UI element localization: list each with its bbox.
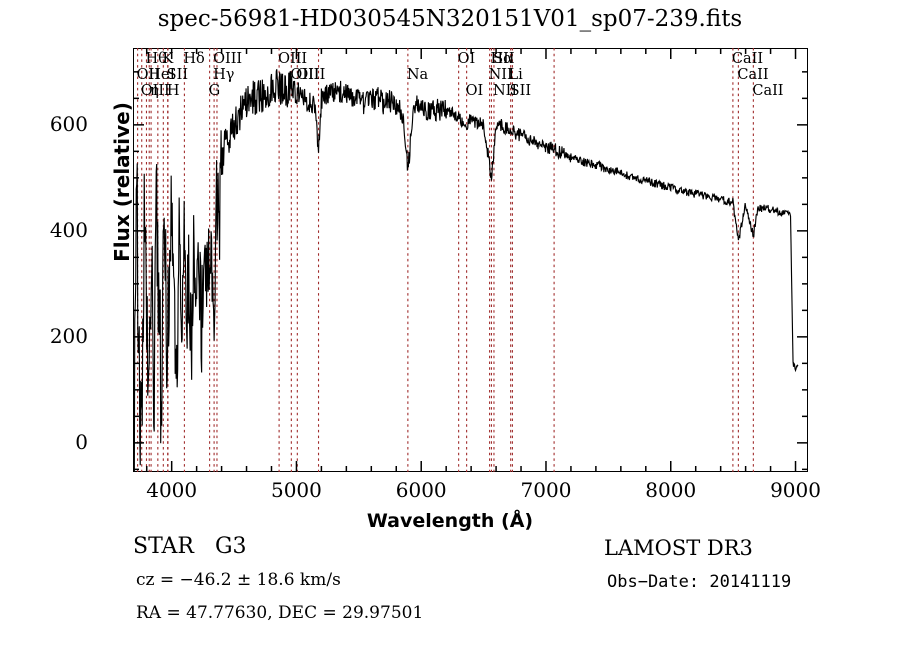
- spectral-line-label: OIII: [140, 83, 170, 99]
- plot-area: [133, 48, 808, 472]
- x-tick-label: 8000: [645, 478, 697, 502]
- object-type: STAR: [133, 534, 194, 559]
- footer-obs-date: Obs−Date: 20141119: [607, 572, 792, 592]
- spectral-class: G3: [214, 534, 247, 559]
- spectrum-curve: [133, 69, 799, 472]
- spectral-line-label: OIII: [296, 67, 326, 83]
- spectral-line-label: CaII: [752, 83, 784, 99]
- spectral-line-label: SII: [166, 67, 189, 83]
- spectral-line-label: OII: [136, 67, 160, 83]
- spectral-line-label: Li: [508, 67, 523, 83]
- spectral-line-label: NII: [488, 67, 513, 83]
- spectral-line-label: OI: [465, 83, 484, 99]
- spectral-line-label: CaII: [737, 67, 769, 83]
- spectral-line-label: CaII: [731, 51, 764, 67]
- x-tick-label: 7000: [520, 478, 572, 502]
- spectral-line-label: K: [162, 51, 174, 67]
- footer-coordinates: RA = 47.77630, DEC = 29.97501: [136, 603, 424, 623]
- spectral-line-label: NII: [492, 83, 518, 99]
- spectral-line-label: OIII: [290, 67, 320, 83]
- spectral-line-label: Hα: [490, 51, 513, 67]
- spectral-line-label: HeI: [148, 67, 176, 83]
- y-tick-label: 600: [49, 111, 88, 136]
- footer-cz: cz = −46.2 ± 18.6 km/s: [136, 570, 341, 590]
- footer-survey: LAMOST DR3: [604, 536, 753, 560]
- footer-object-class: STAR G3: [133, 534, 247, 559]
- spectral-line-label: η: [150, 83, 159, 99]
- x-axis-title: Wavelength (Å): [366, 510, 534, 532]
- page-title: spec-56981-HD030545N320151V01_sp07-239.f…: [157, 6, 743, 32]
- spectral-line-label: Hδ: [183, 51, 205, 67]
- spectral-line-label: Na: [406, 67, 429, 83]
- spectral-line-label: SII: [493, 51, 515, 67]
- spectral-line-label: OI: [457, 51, 476, 67]
- spectral-line-label: Hθ: [145, 51, 167, 67]
- y-tick-label: 0: [75, 429, 88, 454]
- y-tick-label: 200: [49, 323, 88, 348]
- spectral-line-label: G: [208, 83, 221, 99]
- y-tick-label: 400: [49, 217, 88, 242]
- y-axis-title: Flux (relative): [110, 102, 134, 262]
- spectral-line-label: H: [166, 83, 180, 99]
- x-tick-label: 4000: [146, 478, 198, 502]
- x-tick-label: 9000: [770, 478, 821, 502]
- spectral-line-label: OIII: [278, 51, 308, 67]
- spectral-line-label: OIII: [213, 51, 243, 67]
- spectral-line-label: Hγ: [213, 67, 235, 83]
- x-tick-label: 5000: [270, 478, 322, 502]
- spectral-line-label: SII: [509, 83, 532, 99]
- x-tick-label: 6000: [395, 478, 447, 502]
